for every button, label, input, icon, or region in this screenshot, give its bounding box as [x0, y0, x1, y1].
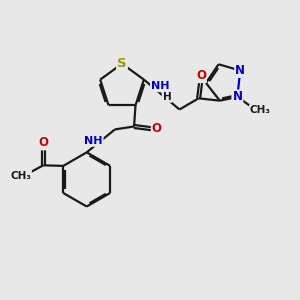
Text: N: N — [235, 64, 245, 77]
Text: S: S — [117, 57, 127, 70]
Text: CH₃: CH₃ — [250, 105, 271, 115]
Text: N: N — [232, 90, 242, 104]
Text: H: H — [163, 92, 171, 102]
Text: O: O — [152, 122, 162, 135]
Text: NH: NH — [151, 81, 170, 91]
Text: CH₃: CH₃ — [10, 171, 31, 181]
Text: O: O — [38, 136, 48, 149]
Text: NH: NH — [84, 136, 103, 146]
Text: O: O — [196, 69, 206, 82]
